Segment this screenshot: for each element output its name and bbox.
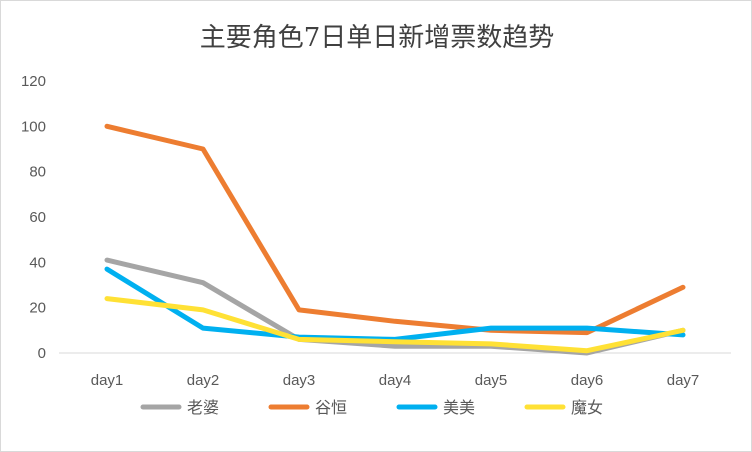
legend: 老婆 谷恒 美美 魔女 (140, 398, 603, 417)
y-tick-label: 0 (38, 345, 46, 362)
series-lines (104, 123, 686, 356)
y-tick-label: 80 (29, 164, 46, 181)
y-tick-label: 120 (21, 73, 46, 90)
legend-label: 老婆 (187, 398, 219, 417)
legend-label: 美美 (443, 398, 475, 417)
x-axis-ticks: day1 day2 day3 day4 day5 day6 day7 (91, 372, 700, 389)
series-line-2 (104, 123, 686, 336)
x-tick-label: day3 (283, 372, 316, 389)
x-tick-label: day1 (91, 372, 124, 389)
chart-title: 主要角色7日单日新增票数趋势 (200, 23, 555, 53)
legend-label: 谷恒 (315, 398, 347, 417)
legend-label: 魔女 (571, 398, 603, 417)
y-axis-ticks: 0 20 40 60 80 100 120 (21, 73, 46, 362)
x-tick-label: day5 (475, 372, 508, 389)
y-tick-label: 100 (21, 118, 46, 135)
y-tick-label: 20 (29, 300, 46, 317)
x-tick-label: day4 (379, 372, 412, 389)
y-tick-label: 60 (29, 209, 46, 226)
series-line-4 (104, 296, 686, 354)
x-tick-label: day2 (187, 372, 220, 389)
y-tick-label: 40 (29, 254, 46, 271)
x-tick-label: day7 (667, 372, 700, 389)
x-tick-label: day6 (571, 372, 604, 389)
